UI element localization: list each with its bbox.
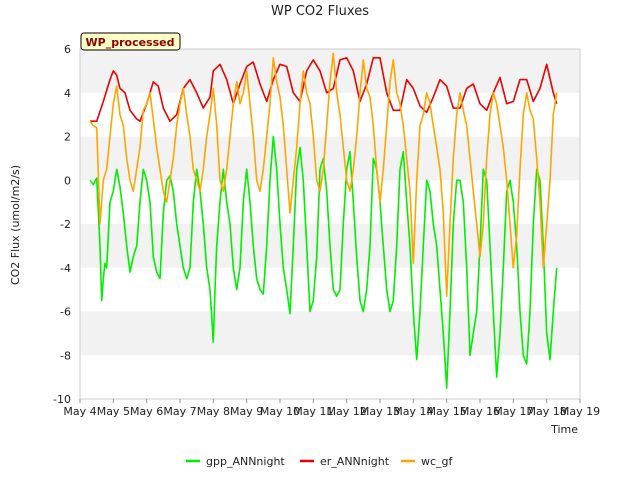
legend-label-er_ANNnight: er_ANNnight	[320, 455, 390, 468]
x-tick-label: May 11	[293, 405, 333, 418]
badge-label: WP_processed	[86, 36, 175, 49]
y-tick-label: 4	[64, 87, 71, 100]
chart-title: WP CO2 Fluxes	[271, 4, 369, 19]
grid-band	[80, 355, 580, 399]
series-line-wc_gf	[89, 52, 558, 298]
y-tick-label: -4	[60, 262, 71, 275]
x-tick-label: May 4	[63, 405, 96, 418]
y-tick-label: -2	[60, 218, 71, 231]
x-tick-label: May 7	[163, 405, 196, 418]
processed-badge: WP_processed	[80, 32, 181, 51]
series-line-gpp_ANNnight	[89, 135, 558, 389]
x-tick-label: May 12	[327, 405, 367, 418]
x-tick-label: May 8	[197, 405, 230, 418]
x-tick-label: May 14	[393, 405, 433, 418]
x-tick-label: May 10	[260, 405, 300, 418]
x-tick-label: May 17	[493, 405, 533, 418]
x-tick-label: May 6	[130, 405, 163, 418]
legend-label-gpp_ANNnight: gpp_ANNnight	[206, 455, 285, 468]
x-tick-label: May 15	[427, 405, 467, 418]
legend: gpp_ANNnight er_ANNnight wc_gf	[186, 455, 454, 468]
x-tick-label: May 5	[97, 405, 130, 418]
grid-band	[80, 267, 580, 312]
badge-box	[80, 32, 181, 51]
grid-band	[80, 92, 580, 137]
x-tick-label: May 19	[560, 405, 600, 418]
series-layer	[89, 52, 558, 389]
y-tick-label: 2	[64, 131, 71, 144]
grid-band	[80, 136, 580, 181]
x-tick-label: May 18	[527, 405, 567, 418]
x-axis-title: Time	[550, 423, 578, 436]
series-line-er_ANNnight	[90, 56, 558, 122]
x-tick-label: May 13	[360, 405, 400, 418]
y-tick-label: -8	[60, 349, 71, 362]
y-axis-title: CO2 Flux (umol/m2/s)	[9, 165, 22, 285]
y-axis-ticks: -10 -8 -6 -4 -2 0 2 4 6	[53, 43, 71, 406]
y-tick-label: -10	[53, 393, 71, 406]
y-tick-label: -6	[60, 306, 71, 319]
x-tick-label: May 9	[230, 405, 263, 418]
legend-label-wc_gf: wc_gf	[421, 455, 454, 468]
y-tick-label: 6	[64, 43, 71, 56]
x-tick-label: May 16	[460, 405, 500, 418]
y-tick-label: 0	[64, 174, 71, 187]
plot-frame	[79, 48, 581, 400]
grid-band	[80, 311, 580, 356]
